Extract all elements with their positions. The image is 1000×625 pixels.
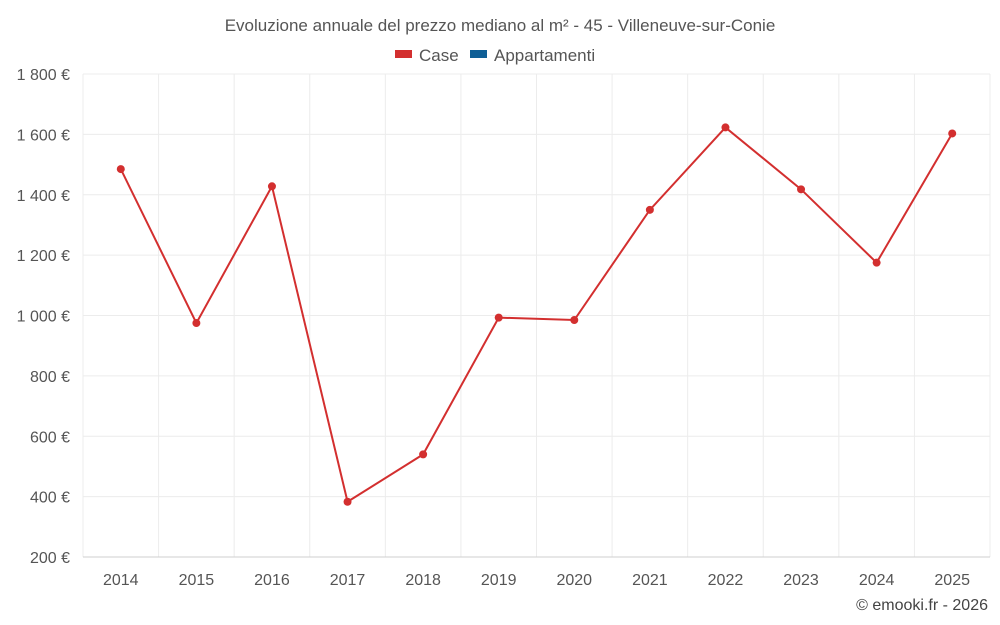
legend-swatch-case	[395, 50, 412, 58]
y-tick-label: 1 800 €	[17, 67, 70, 84]
x-tick-label: 2018	[405, 572, 441, 589]
legend-label-appartamenti: Appartamenti	[494, 46, 595, 65]
y-tick-label: 1 400 €	[17, 188, 70, 205]
credit-text: © emooki.fr - 2026	[856, 597, 988, 614]
x-tick-label: 2014	[103, 572, 139, 589]
data-point[interactable]	[494, 313, 503, 322]
legend-item-case[interactable]: Case	[395, 46, 459, 65]
series-line-case	[119, 126, 954, 504]
x-tick-label: 2023	[783, 572, 819, 589]
data-point[interactable]	[570, 316, 579, 325]
y-axis-ticks: 200 € 400 € 600 € 800 € 1 000 € 1 200 € 1 400 …	[17, 67, 70, 567]
y-tick-label: 400 €	[30, 490, 70, 507]
data-point[interactable]	[343, 497, 352, 506]
x-tick-label: 2020	[556, 572, 592, 589]
x-tick-label: 2015	[179, 572, 215, 589]
y-tick-label: 1 200 €	[17, 248, 70, 265]
legend-swatch-appartamenti	[470, 50, 487, 58]
legend-item-appartamenti[interactable]: Appartamenti	[470, 46, 595, 65]
y-tick-label: 1 600 €	[17, 127, 70, 144]
y-tick-label: 1 000 €	[17, 309, 70, 326]
data-point[interactable]	[721, 123, 730, 132]
data-point[interactable]	[948, 129, 957, 138]
chart-title: Evoluzione annuale del prezzo mediano al…	[225, 16, 776, 35]
x-tick-label: 2017	[330, 572, 366, 589]
data-point[interactable]	[267, 182, 276, 191]
legend-label-case: Case	[419, 46, 459, 65]
data-point[interactable]	[419, 450, 428, 459]
x-tick-label: 2021	[632, 572, 668, 589]
data-point[interactable]	[116, 165, 125, 174]
data-point[interactable]	[797, 185, 806, 194]
series-layer	[116, 123, 957, 506]
y-tick-label: 200 €	[30, 550, 70, 567]
x-tick-label: 2016	[254, 572, 290, 589]
x-axis-ticks: 2014 2015 2016 2017 2018 2019 2020 2021 2022 2023…	[103, 572, 970, 589]
data-point[interactable]	[645, 205, 654, 214]
data-point[interactable]	[872, 258, 881, 267]
legend: Case Appartamenti	[395, 46, 595, 65]
x-tick-label: 2025	[934, 572, 970, 589]
data-point[interactable]	[192, 319, 201, 328]
y-tick-label: 600 €	[30, 429, 70, 446]
x-tick-label: 2022	[708, 572, 744, 589]
y-tick-label: 800 €	[30, 369, 70, 386]
x-tick-label: 2019	[481, 572, 517, 589]
x-tick-label: 2024	[859, 572, 895, 589]
x-gridlines	[82, 74, 991, 557]
